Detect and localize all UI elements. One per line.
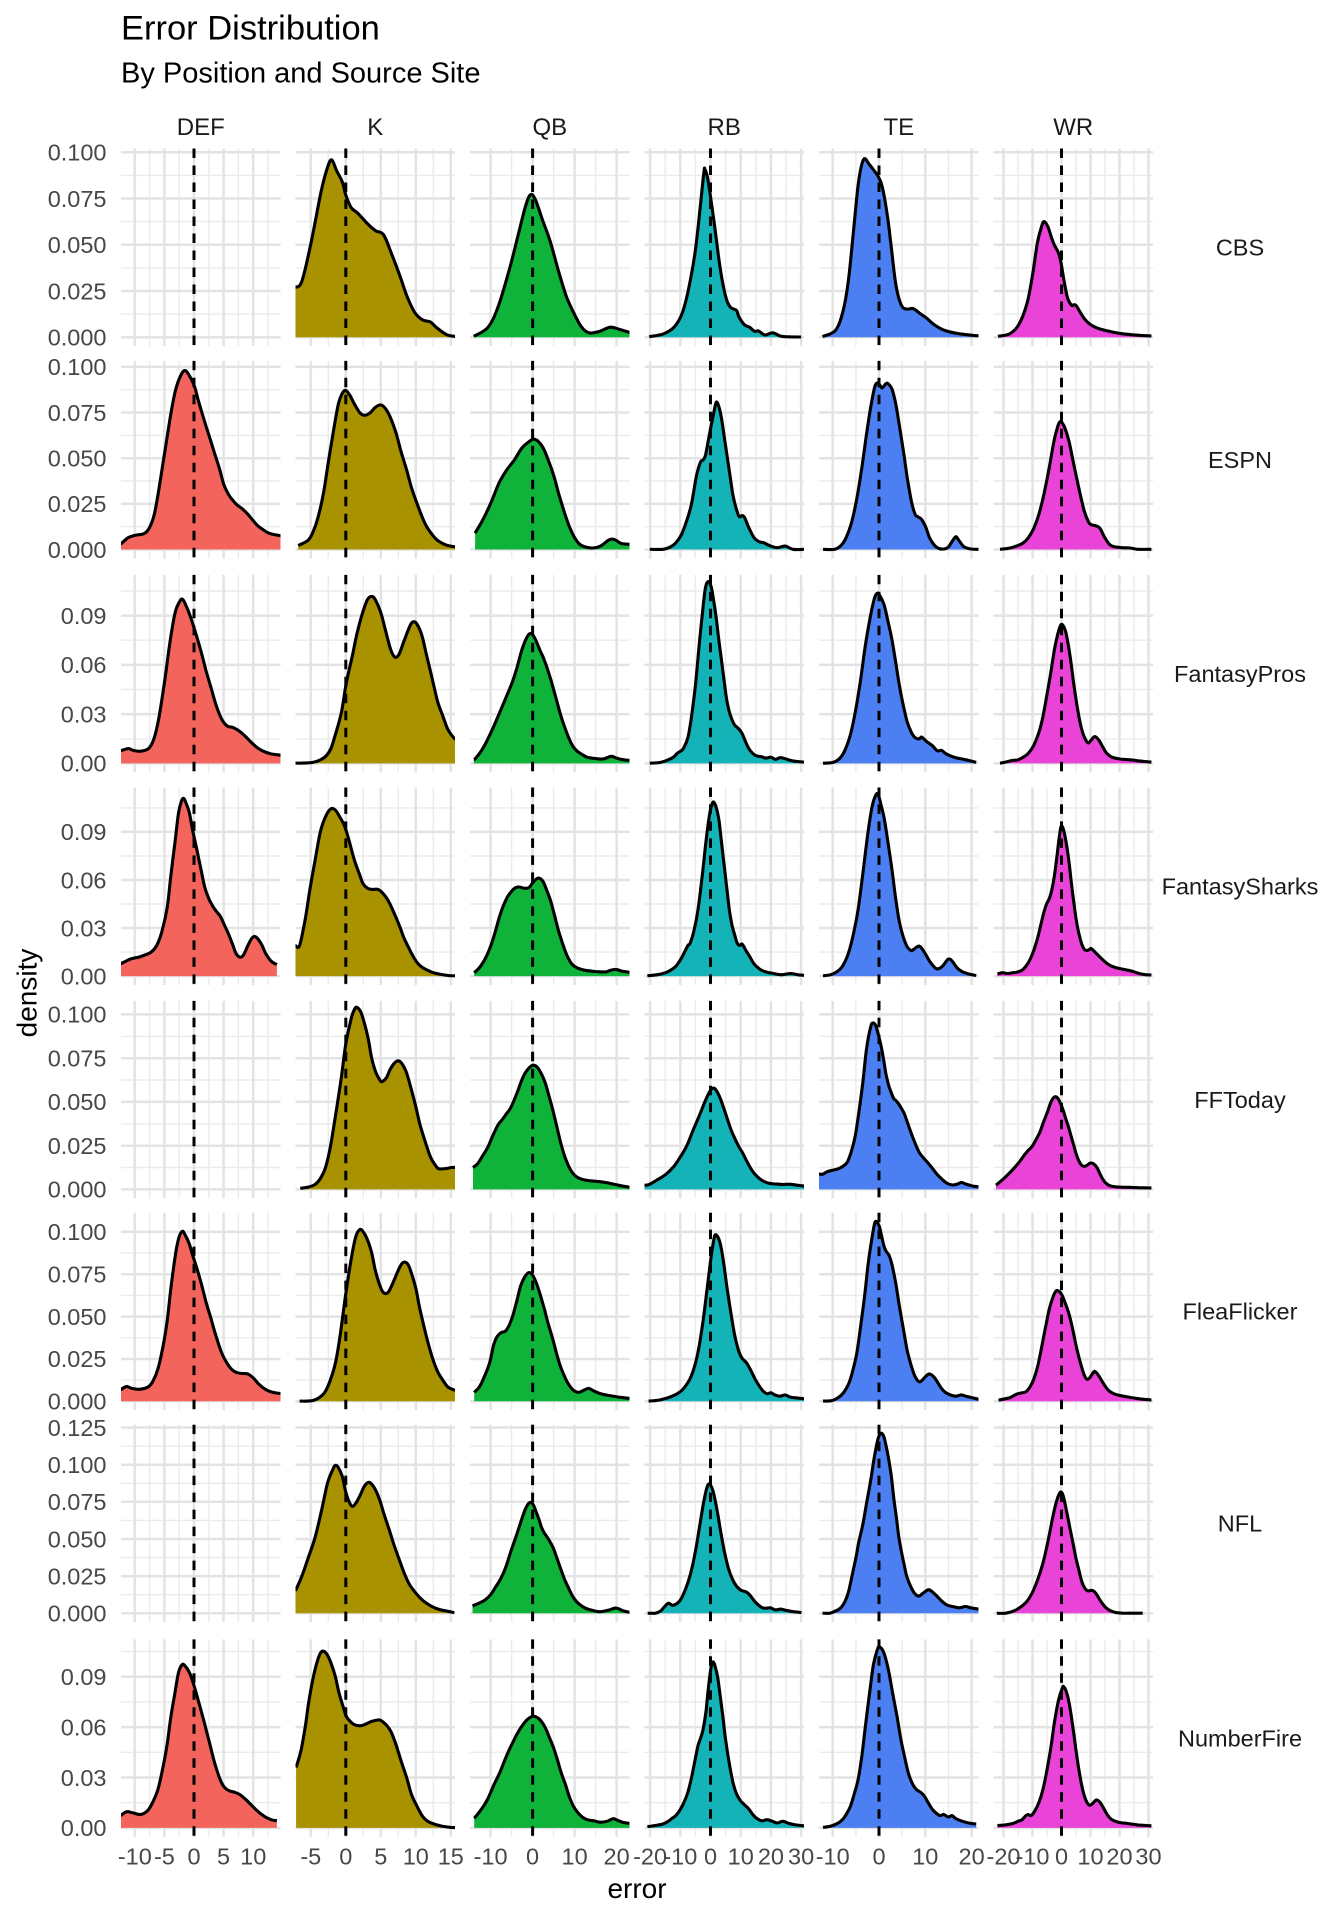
svg-text:20: 20	[758, 1844, 784, 1870]
svg-text:10: 10	[912, 1844, 938, 1870]
svg-text:NFL: NFL	[1218, 1511, 1262, 1537]
svg-text:0: 0	[526, 1844, 539, 1870]
svg-text:0.050: 0.050	[48, 446, 107, 472]
svg-text:0.00: 0.00	[61, 1815, 107, 1841]
svg-text:0.000: 0.000	[48, 1389, 107, 1415]
svg-text:0.000: 0.000	[48, 325, 107, 351]
svg-text:30: 30	[788, 1844, 814, 1870]
svg-text:0.075: 0.075	[48, 1489, 107, 1515]
svg-text:-10: -10	[816, 1844, 850, 1870]
svg-text:By Position and Source Site: By Position and Source Site	[121, 58, 480, 90]
svg-text:0.09: 0.09	[61, 819, 107, 845]
svg-text:0.075: 0.075	[48, 1262, 107, 1288]
svg-text:RB: RB	[708, 114, 741, 141]
svg-text:0: 0	[1055, 1844, 1068, 1870]
svg-text:FleaFlicker: FleaFlicker	[1183, 1299, 1298, 1325]
svg-text:Error Distribution: Error Distribution	[121, 10, 380, 48]
svg-text:20: 20	[959, 1844, 985, 1870]
svg-text:0.03: 0.03	[61, 915, 107, 941]
svg-text:0.100: 0.100	[48, 354, 107, 380]
svg-text:0.100: 0.100	[48, 1452, 107, 1478]
svg-text:20: 20	[604, 1844, 630, 1870]
svg-text:FantasyPros: FantasyPros	[1174, 661, 1306, 687]
svg-text:20: 20	[1106, 1844, 1132, 1870]
svg-text:10: 10	[240, 1844, 266, 1870]
svg-text:15: 15	[438, 1844, 464, 1870]
svg-text:0.000: 0.000	[48, 1177, 107, 1203]
svg-text:QB: QB	[532, 114, 567, 141]
svg-text:0.09: 0.09	[61, 1664, 107, 1690]
svg-text:0.025: 0.025	[48, 1563, 107, 1589]
svg-text:0.050: 0.050	[48, 1304, 107, 1330]
svg-text:0.025: 0.025	[48, 491, 107, 517]
svg-text:0.025: 0.025	[48, 278, 107, 304]
svg-text:-10: -10	[663, 1844, 697, 1870]
svg-text:ESPN: ESPN	[1208, 447, 1272, 473]
svg-text:0.050: 0.050	[48, 232, 107, 258]
svg-text:0.125: 0.125	[48, 1415, 107, 1441]
svg-text:FantasySharks: FantasySharks	[1162, 874, 1319, 900]
svg-text:density: density	[12, 949, 43, 1038]
svg-text:0.075: 0.075	[48, 1046, 107, 1072]
svg-text:-20: -20	[987, 1844, 1021, 1870]
svg-text:0.050: 0.050	[48, 1526, 107, 1552]
svg-text:-10: -10	[1016, 1844, 1050, 1870]
svg-text:0.06: 0.06	[61, 867, 107, 893]
svg-text:0.06: 0.06	[61, 652, 107, 678]
svg-text:WR: WR	[1053, 114, 1093, 141]
svg-text:-10: -10	[118, 1844, 152, 1870]
svg-text:error: error	[607, 1873, 666, 1904]
svg-text:0.100: 0.100	[48, 1219, 107, 1245]
svg-text:CBS: CBS	[1216, 235, 1264, 261]
svg-text:DEF: DEF	[177, 114, 225, 141]
svg-text:10: 10	[728, 1844, 754, 1870]
svg-text:0.100: 0.100	[48, 140, 107, 166]
svg-text:0: 0	[339, 1844, 352, 1870]
svg-text:FFToday: FFToday	[1194, 1087, 1286, 1113]
svg-text:TE: TE	[883, 114, 914, 141]
svg-text:-10: -10	[474, 1844, 508, 1870]
svg-text:0.03: 0.03	[61, 701, 107, 727]
svg-text:-5: -5	[154, 1844, 175, 1870]
svg-text:-20: -20	[633, 1844, 667, 1870]
svg-text:30: 30	[1135, 1844, 1161, 1870]
svg-text:0.000: 0.000	[48, 537, 107, 563]
svg-text:0.00: 0.00	[61, 963, 107, 989]
svg-text:5: 5	[374, 1844, 387, 1870]
svg-text:K: K	[367, 114, 383, 141]
svg-text:0.00: 0.00	[61, 751, 107, 777]
svg-text:0.025: 0.025	[48, 1346, 107, 1372]
svg-text:10: 10	[562, 1844, 588, 1870]
svg-text:0: 0	[704, 1844, 717, 1870]
svg-text:0.09: 0.09	[61, 603, 107, 629]
svg-text:NumberFire: NumberFire	[1178, 1725, 1302, 1751]
svg-text:10: 10	[403, 1844, 429, 1870]
svg-text:0.075: 0.075	[48, 400, 107, 426]
svg-text:5: 5	[217, 1844, 230, 1870]
svg-text:0.100: 0.100	[48, 1002, 107, 1028]
svg-text:0.025: 0.025	[48, 1133, 107, 1159]
svg-text:0.06: 0.06	[61, 1714, 107, 1740]
svg-text:0: 0	[872, 1844, 885, 1870]
svg-text:-5: -5	[300, 1844, 321, 1870]
svg-text:10: 10	[1077, 1844, 1103, 1870]
svg-text:0.000: 0.000	[48, 1601, 107, 1627]
svg-text:0.075: 0.075	[48, 186, 107, 212]
svg-text:0: 0	[187, 1844, 200, 1870]
svg-text:0.050: 0.050	[48, 1089, 107, 1115]
svg-text:0.03: 0.03	[61, 1765, 107, 1791]
